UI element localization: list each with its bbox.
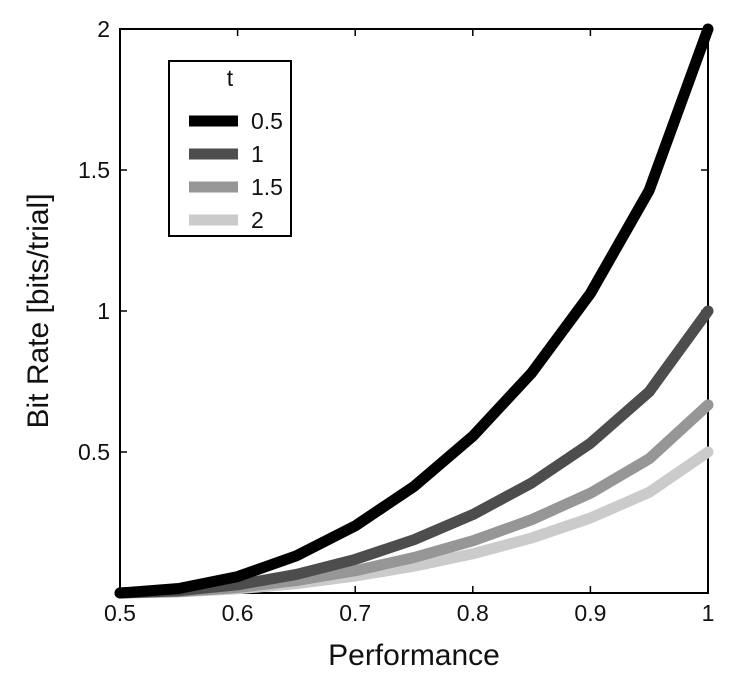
legend-label: 1 — [251, 141, 264, 167]
x-axis-title: Performance — [328, 639, 500, 672]
x-tick-label: 1 — [702, 600, 715, 626]
x-tick-label: 0.6 — [222, 600, 254, 626]
y-tick-label: 0.5 — [78, 439, 110, 465]
y-tick-label: 1.5 — [78, 157, 110, 183]
legend: t 0.5 1 1.5 2 — [168, 60, 292, 237]
x-tick-label: 0.9 — [574, 600, 606, 626]
series-line-t-1 — [114, 305, 714, 599]
legend-label: 1.5 — [251, 174, 283, 200]
x-tick-label: 0.7 — [339, 600, 371, 626]
series-line-t-0-5 — [114, 23, 714, 599]
legend-entries: 0.5 1 1.5 2 — [189, 108, 283, 233]
series-lines — [114, 23, 714, 599]
y-tick-label: 2 — [97, 16, 110, 42]
x-tick-label: 0.5 — [104, 600, 136, 626]
legend-label: 0.5 — [251, 108, 283, 134]
y-tick-label: 1 — [97, 298, 110, 324]
legend-title: t — [227, 65, 234, 91]
legend-label: 2 — [251, 207, 264, 233]
axis-ticks: 0.5 0.6 0.7 0.8 0.9 1 0.5 1 1.5 2 — [78, 16, 714, 626]
x-tick-label: 0.8 — [457, 600, 489, 626]
y-axis-title: Bit Rate [bits/trial] — [22, 193, 55, 428]
